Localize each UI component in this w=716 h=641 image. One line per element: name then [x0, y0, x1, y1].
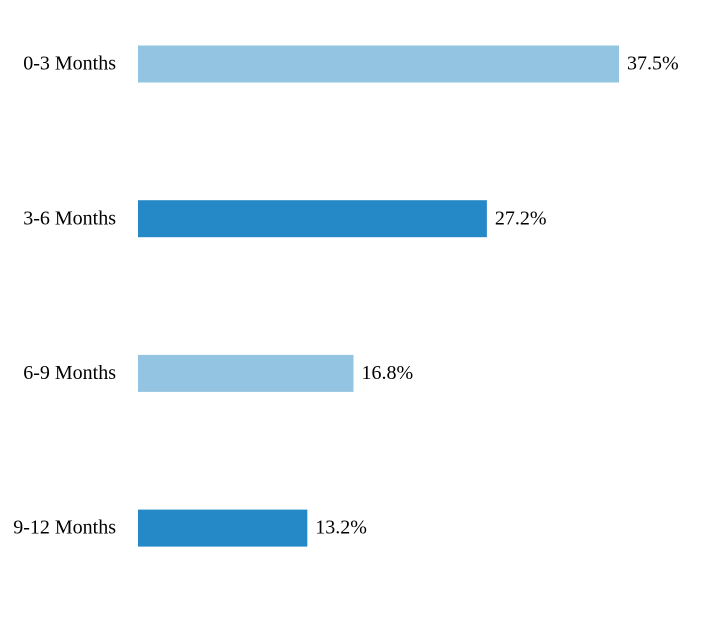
category-label: 0-3 Months [23, 53, 116, 75]
category-label: 9-12 Months [13, 517, 116, 539]
value-label: 13.2% [315, 517, 367, 539]
bar [138, 45, 619, 83]
bar [138, 509, 308, 547]
bar [138, 200, 487, 238]
value-label: 37.5% [627, 53, 679, 75]
value-label: 27.2% [495, 207, 547, 229]
bar [138, 354, 354, 392]
category-label: 3-6 Months [23, 207, 116, 229]
category-label: 6-9 Months [23, 362, 116, 384]
value-label: 16.8% [361, 362, 413, 384]
